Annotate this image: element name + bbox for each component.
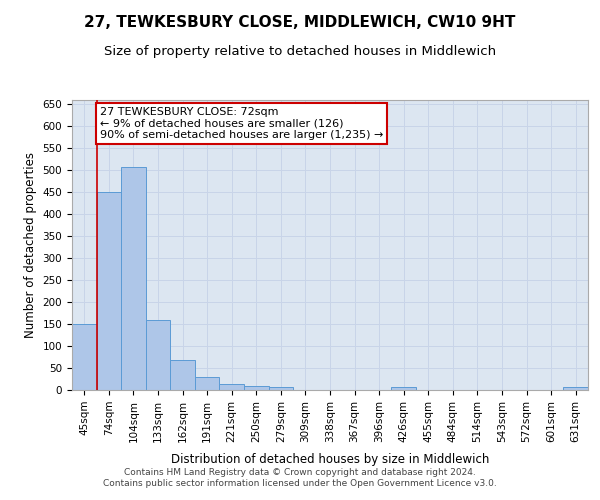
Text: Distribution of detached houses by size in Middlewich: Distribution of detached houses by size … [171, 452, 489, 466]
Text: 27, TEWKESBURY CLOSE, MIDDLEWICH, CW10 9HT: 27, TEWKESBURY CLOSE, MIDDLEWICH, CW10 9… [85, 15, 515, 30]
Bar [170, 360, 195, 390]
Bar [97, 192, 121, 390]
Bar [391, 387, 416, 390]
Bar [244, 386, 269, 390]
Bar [220, 384, 244, 390]
Bar [195, 377, 220, 390]
Y-axis label: Number of detached properties: Number of detached properties [24, 152, 37, 338]
Text: 27 TEWKESBURY CLOSE: 72sqm
← 9% of detached houses are smaller (126)
90% of semi: 27 TEWKESBURY CLOSE: 72sqm ← 9% of detac… [100, 106, 383, 140]
Bar [146, 320, 170, 390]
Bar [121, 167, 146, 390]
Bar [269, 388, 293, 390]
Text: Contains HM Land Registry data © Crown copyright and database right 2024.
Contai: Contains HM Land Registry data © Crown c… [103, 468, 497, 487]
Bar [563, 387, 588, 390]
Text: Size of property relative to detached houses in Middlewich: Size of property relative to detached ho… [104, 45, 496, 58]
Bar [72, 324, 97, 390]
